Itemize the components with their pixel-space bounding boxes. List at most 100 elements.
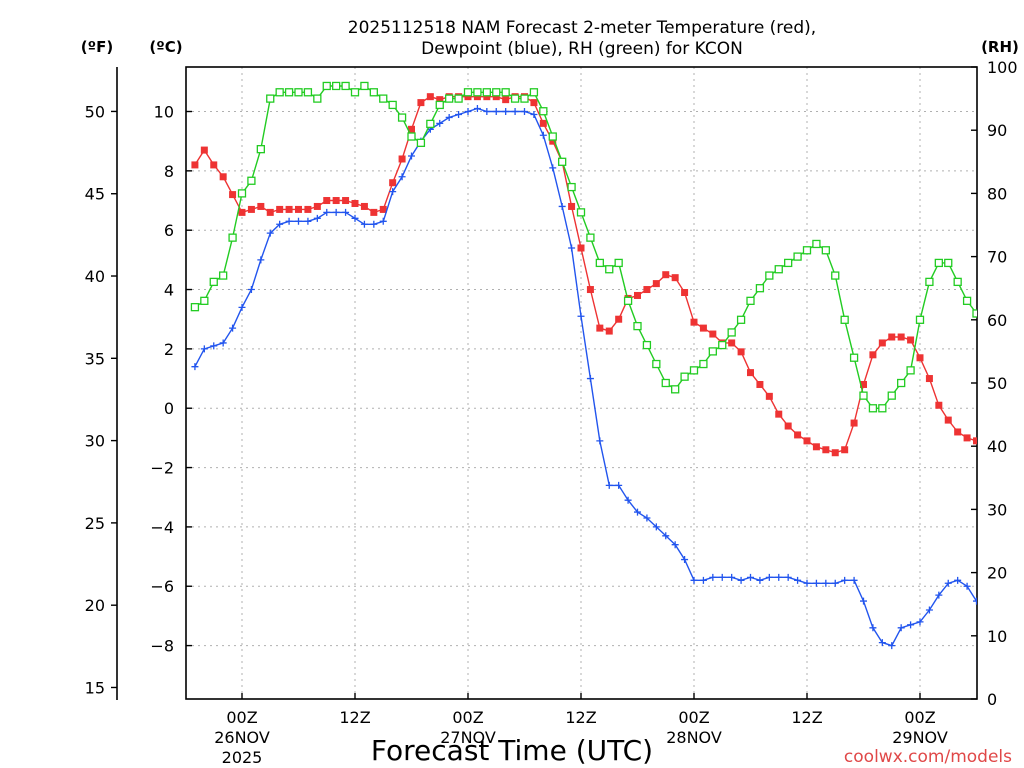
dewpoint-point [464,108,472,116]
temperature-point [860,380,867,388]
time-tick-label: 00Z [226,708,257,727]
rh-point [445,94,454,103]
series-layer [190,81,1018,673]
dewpoint-line [194,107,977,647]
dewpoint-point [332,208,340,216]
chart-title-line2: Dewpoint (blue), RH (green) for KCON [421,39,743,59]
rh-point [529,88,539,97]
dewpoint-point [765,573,773,581]
dewpoint-point [973,597,977,605]
rh-unit-label: (RH) [981,38,1019,56]
rh-point [388,100,397,110]
temperature-point [878,339,886,347]
rh-point [755,284,765,293]
rh-point [934,258,943,268]
temperature-point [408,125,415,133]
temperature-point [709,330,717,338]
dewpoint-point [794,576,802,584]
dewpoint-point [605,481,613,489]
celsius-tick-label: 8 [164,162,174,181]
temperature-point [436,96,444,104]
temperature-point [398,155,406,163]
dewpoint-point [304,217,312,225]
rh-point [1001,335,1008,342]
fahrenheit-tick-label: 20 [85,596,105,615]
dewpoint-point [728,573,736,581]
rh-series [190,81,1008,413]
chart-title-line1: 2025112518 NAM Forecast 2-meter Temperat… [348,18,816,38]
dewpoint-point [408,152,415,160]
rh-tick-label: 90 [987,121,1007,140]
rh-point [350,88,360,97]
temperature-point [794,431,802,439]
temperature-point [304,205,312,213]
rh-point [821,246,830,255]
temperature-point [539,119,547,127]
dewpoint-point [652,523,660,531]
rh-point [925,277,934,287]
dewpoint-point [370,220,378,228]
dewpoint-point [860,597,867,605]
rh-point [200,296,209,305]
rh-point [831,271,840,280]
rh-point [190,303,200,312]
rh-point [407,132,416,141]
rh-point [671,385,680,394]
rh-point [228,233,237,242]
dewpoint-point [907,621,915,629]
rh-point [341,81,350,91]
rh-point [633,321,642,331]
temperature-point [549,137,557,145]
rh-point [313,94,322,103]
dewpoint-point [850,576,858,584]
celsius-tick-label: 2 [164,340,174,359]
dewpoint-point [247,286,255,294]
rh-tick-label: 80 [987,184,1007,203]
temperature-line [194,95,977,454]
rh-point [275,88,284,97]
temperature-point [652,280,660,288]
rh-point [802,246,812,255]
rh-point [784,258,793,268]
axis-ticks: 1086420−2−4−6−85045403530252015100908070… [85,58,1018,767]
rh-point [765,271,774,280]
rh-point [746,296,755,305]
rh-point [322,81,331,91]
dewpoint-point [511,108,519,116]
dewpoint-point [1011,666,1018,673]
rh-point [736,315,746,324]
temperature-point [257,202,265,210]
temperature-point [605,327,613,335]
rh-point [953,277,962,287]
rh-tick-label: 50 [987,374,1007,393]
rh-point [614,258,623,268]
rh-point [897,378,906,388]
rh-point [416,138,426,147]
temperature-point [1011,458,1018,465]
rh-point [849,353,859,362]
x-axis-title: Forecast Time (UTC) [371,734,653,767]
rh-point [793,252,802,261]
celsius-tick-label: 10 [154,103,174,122]
temperature-point [841,446,849,454]
time-tick-label: 12Z [339,708,370,727]
temperature-point [530,99,538,107]
rh-point [510,94,520,103]
rh-point [962,296,972,305]
dewpoint-point [831,579,839,587]
rh-point [435,100,444,110]
dewpoint-point [577,312,585,320]
dewpoint-point [756,576,764,584]
dewpoint-point [822,579,830,587]
temperature-point [747,369,754,377]
temperature-point [379,205,387,213]
fahrenheit-tick-label: 35 [85,349,105,368]
rh-point [247,176,256,185]
rh-point [718,340,727,350]
rh-point [623,296,633,305]
dewpoint-point [351,214,359,222]
celsius-tick-label: −8 [150,637,174,656]
fahrenheit-tick-label: 25 [85,514,105,533]
rh-tick-label: 0 [987,690,997,709]
dewpoint-point [398,173,406,181]
